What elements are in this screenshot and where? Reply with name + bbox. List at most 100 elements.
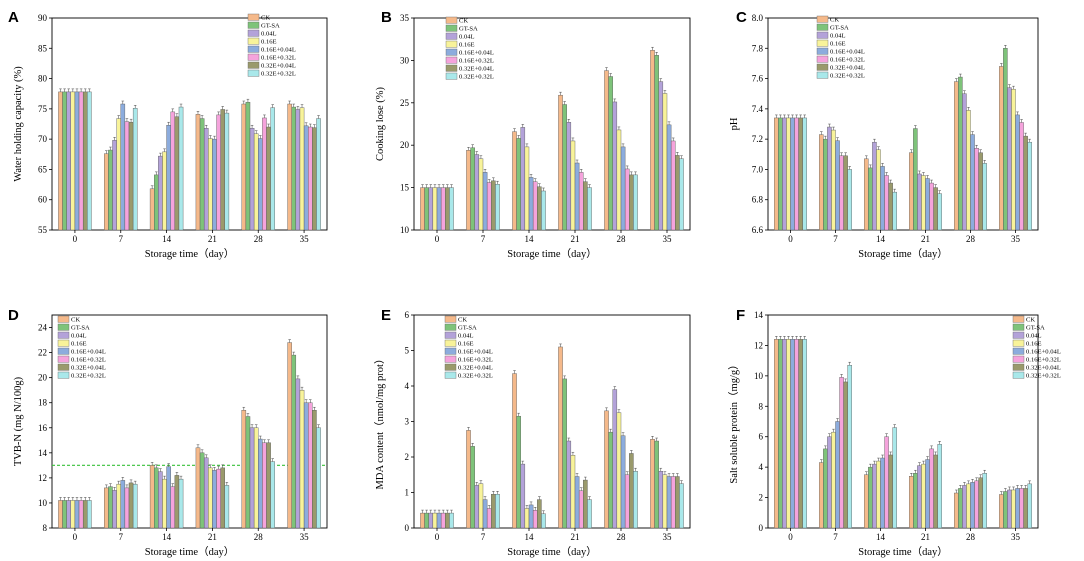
panel-letter: C — [736, 9, 747, 26]
bar-0-04l — [249, 427, 255, 529]
x-tick-label: 21 — [571, 532, 580, 542]
y-tick-label: 80 — [38, 74, 48, 84]
x-axis-title: Storage time（day） — [507, 546, 597, 558]
legend-label: 0.16E+0.04L — [459, 50, 494, 57]
y-tick-label: 24 — [38, 323, 48, 333]
panel-letter: A — [8, 9, 19, 26]
bar-0-16e — [570, 140, 576, 231]
bar-ck — [774, 117, 779, 231]
bar-0-16e-0-04l — [970, 134, 975, 231]
panel-letter: E — [381, 307, 391, 324]
x-tick-label: 35 — [663, 234, 673, 244]
chart-panel-b: B 10 15 20 25 30 35 Cooking lose (%) Storage tim… — [375, 9, 691, 260]
legend-label: 0.16E+0.32L — [71, 357, 106, 364]
x-tick-label: 35 — [300, 532, 310, 542]
x-tick-label: 14 — [876, 234, 886, 244]
bar-0-16e — [662, 474, 668, 529]
bar-gt-sa — [516, 138, 521, 231]
chart-panel-c: C 6.6 6.8 7.0 7.2 7.4 7.6 7.8 8.0 pH Storage time（… — [729, 9, 1039, 260]
legend-swatch — [1012, 371, 1025, 379]
bar-ck — [604, 410, 609, 529]
bar-0-04l — [474, 485, 480, 529]
legend-swatch — [816, 47, 829, 55]
y-tick-label: 14 — [754, 310, 764, 320]
bar-gt-sa — [562, 378, 567, 529]
bar-0-16e-0-32l — [124, 487, 130, 529]
legend-swatch — [444, 315, 457, 323]
legend-label: 0.16E+0.32L — [261, 55, 296, 62]
y-tick-label: 2 — [405, 452, 410, 462]
bar-0-04l — [66, 91, 71, 231]
bar-0-16e-0-04l — [790, 339, 795, 529]
bar-gt-sa — [1003, 48, 1008, 231]
legend-swatch — [444, 347, 457, 355]
bar-0-16e-0-04l — [482, 499, 488, 529]
bar-0-16e-0-04l — [212, 470, 217, 529]
y-tick-label: 20 — [400, 140, 410, 150]
bar-0-16e-0-04l — [166, 125, 171, 231]
bar-0-16e-0-04l — [436, 512, 442, 529]
bar-0-04l — [158, 471, 163, 529]
legend-swatch — [247, 45, 260, 53]
x-tick-label: 21 — [571, 234, 580, 244]
y-tick-label: 70 — [38, 134, 48, 144]
legend: CKGT-SA0.04L0.16E0.16E+0.04L0.16E+0.32L0… — [444, 315, 493, 380]
legend-swatch — [57, 331, 70, 339]
y-tick-label: 4 — [759, 462, 764, 472]
bar-0-04l — [566, 122, 572, 231]
bar-0-16e — [966, 483, 971, 529]
bar-gt-sa — [154, 174, 159, 231]
bar-ck — [604, 70, 609, 231]
bar-0-32e-0-32l — [449, 187, 454, 231]
y-axis-title: pH — [729, 117, 740, 130]
x-tick-label: 7 — [119, 234, 124, 244]
bar-0-16e-0-32l — [78, 500, 84, 529]
bar-ck — [909, 476, 914, 529]
bar-0-16e-0-32l — [78, 91, 84, 231]
bar-0-32e-0-04l — [675, 476, 680, 529]
x-tick-label: 0 — [788, 532, 793, 542]
bar-0-16e-0-04l — [303, 402, 309, 529]
bar-0-16e-0-32l — [884, 436, 889, 529]
x-tick-label: 28 — [254, 234, 264, 244]
legend: CKGT-SA0.04L0.16E0.16E+0.04L0.16E+0.32L0… — [57, 315, 106, 380]
legend-label: CK — [261, 15, 270, 22]
legend-swatch — [57, 363, 70, 371]
x-tick-label: 0 — [73, 234, 78, 244]
y-tick-label: 25 — [400, 98, 410, 108]
bar-0-16e-0-32l — [216, 468, 221, 529]
bar-0-16e-0-04l — [925, 459, 930, 529]
legend-swatch — [247, 29, 260, 37]
bar-0-32e-0-32l — [495, 184, 500, 231]
bar-0-32e-0-04l — [491, 180, 496, 231]
legend: CKGT-SA0.04L0.16E0.16E+0.04L0.16E+0.32L0… — [247, 13, 296, 78]
x-tick-label: 21 — [921, 234, 930, 244]
legend-swatch — [445, 48, 458, 56]
legend-label: GT-SA — [830, 25, 849, 32]
bar-0-32e-0-32l — [892, 191, 897, 231]
bar-0-16e — [432, 512, 438, 529]
bar-0-16e-0-04l — [790, 117, 795, 231]
bar-0-16e — [253, 133, 259, 231]
y-tick-label: 35 — [400, 13, 410, 23]
bar-0-32e-0-04l — [445, 187, 450, 231]
plot-frame — [413, 17, 691, 231]
bar-0-32e-0-32l — [224, 485, 230, 529]
y-tick-label: 0 — [405, 523, 410, 533]
bar-ck — [58, 500, 63, 529]
plot-frame — [51, 17, 328, 231]
bar-0-32e-0-04l — [491, 494, 496, 529]
bar-0-16e — [70, 91, 76, 231]
bar-0-04l — [962, 93, 967, 231]
bar-0-04l — [1007, 87, 1012, 231]
x-tick-label: 14 — [525, 234, 535, 244]
plot-frame — [51, 314, 328, 529]
bar-0-32e-0-04l — [312, 127, 317, 231]
bar-gt-sa — [868, 466, 873, 529]
legend-swatch — [816, 31, 829, 39]
bar-0-32e-0-32l — [633, 471, 638, 529]
bar-0-04l — [827, 126, 832, 231]
y-tick-label: 20 — [38, 373, 48, 383]
legend-label: 0.32E+0.04L — [458, 365, 493, 372]
bar-0-16e-0-04l — [574, 162, 580, 231]
